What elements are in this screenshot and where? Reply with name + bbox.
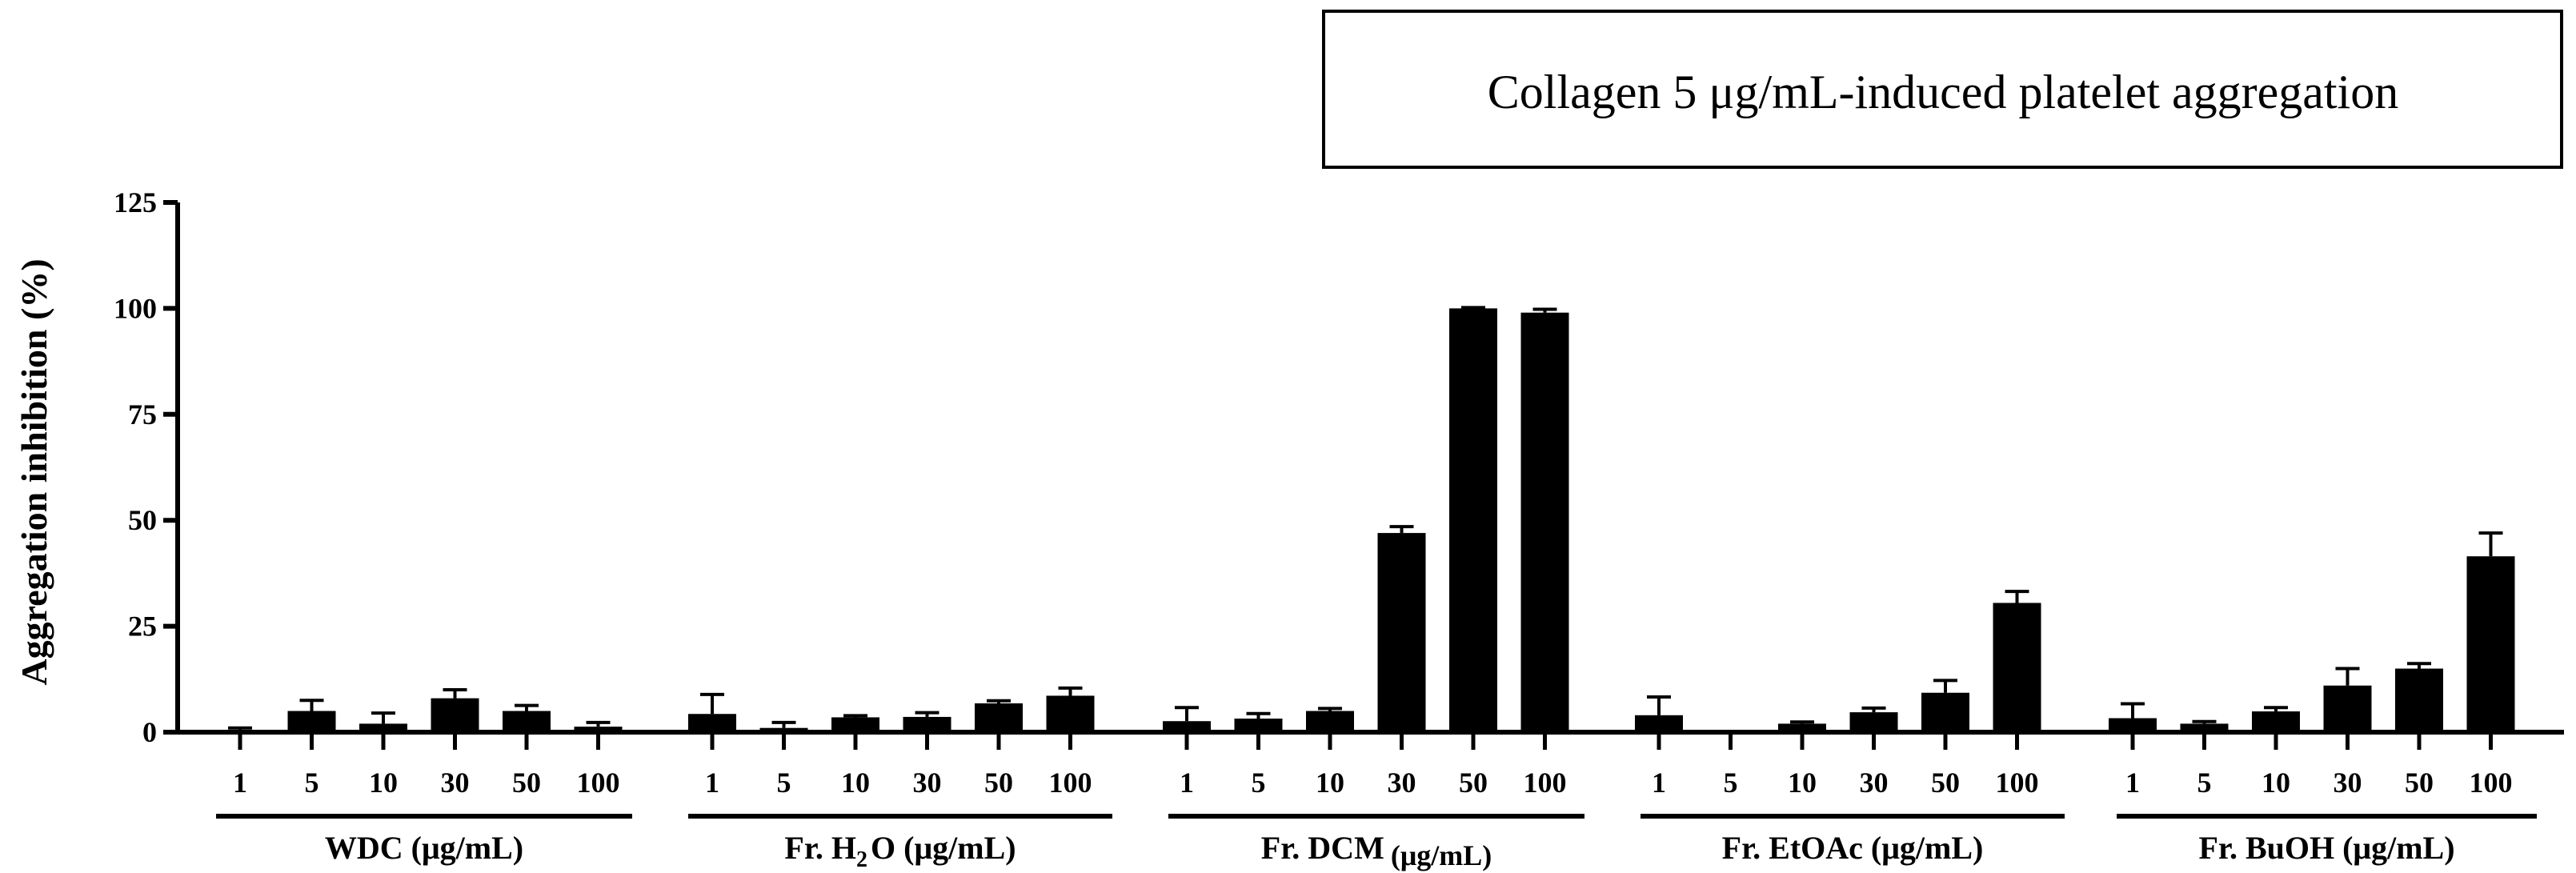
group-label-tail: O (μg/mL) — [871, 830, 1016, 866]
bar-group: 1 5 10 30 50 100 — [688, 686, 1095, 799]
bar — [2180, 723, 2229, 732]
group-label-main: Fr. H — [784, 830, 856, 866]
x-tick-label: 10 — [2262, 767, 2290, 799]
x-tick-label: 1 — [2125, 767, 2140, 799]
bar — [2109, 718, 2157, 732]
y-tick-label: 25 — [128, 611, 157, 643]
bar — [903, 716, 951, 732]
x-tick-label: 5 — [305, 767, 319, 799]
bar — [1993, 603, 2041, 732]
bar-group: 1 5 10 30 50 100 — [1163, 306, 1569, 799]
y-tick-label: 100 — [114, 292, 157, 324]
y-ticks: 0 25 50 75 100 125 — [114, 186, 178, 748]
x-tick-label: 1 — [1652, 767, 1666, 799]
title-frame — [1322, 10, 2563, 169]
bar — [831, 717, 879, 732]
y-tick-label: 75 — [128, 398, 157, 430]
group-label: Fr. EtOAc (μg/mL) — [1722, 830, 1984, 866]
x-tick-label: 10 — [1788, 767, 1817, 799]
x-tick-label: 30 — [1388, 767, 1416, 799]
x-tick-label: 10 — [841, 767, 870, 799]
x-tick-label: 30 — [913, 767, 942, 799]
bar — [431, 698, 479, 732]
x-tick-label: 100 — [1996, 767, 2039, 799]
group-label: WDC (μg/mL) — [325, 830, 523, 866]
bar — [1163, 721, 1211, 732]
x-tick-label: 100 — [1524, 767, 1567, 799]
x-tick-label: 5 — [2197, 767, 2212, 799]
chart-title: Collagen 5 μg/mL-induced platelet aggreg… — [1488, 66, 2398, 118]
group-label: Fr. H2 O (μg/mL) — [784, 830, 1016, 872]
bar — [359, 723, 407, 732]
bar — [2395, 668, 2443, 732]
bar-group: 1 5 10 30 50 100 — [1635, 590, 2041, 799]
group-label-subscript: 2 — [856, 847, 867, 872]
x-tick-label: 1 — [233, 767, 247, 799]
y-tick-label: 50 — [128, 504, 157, 536]
x-tick-label: 100 — [577, 767, 620, 799]
bar-group: 1 5 10 30 50 100 — [216, 688, 623, 799]
bar — [1234, 719, 1283, 732]
x-tick-label: 10 — [369, 767, 398, 799]
bar — [2323, 685, 2372, 732]
chart-title-box: Collagen 5 μg/mL-induced platelet aggreg… — [1322, 10, 2563, 169]
y-axis-title: Aggregation inhibition (%) — [14, 258, 54, 685]
x-tick-label: 50 — [984, 767, 1013, 799]
bar — [1306, 711, 1354, 732]
group-labels-layer: WDC (μg/mL) Fr. H2 O (μg/mL) Fr. DCM (μg/mL)… — [216, 814, 2537, 872]
bar — [1046, 695, 1095, 732]
x-tick-label: 50 — [512, 767, 541, 799]
group-label-main: WDC (μg/mL) — [325, 830, 523, 866]
bar — [1449, 308, 1497, 732]
x-tick-label: 100 — [1049, 767, 1092, 799]
bar — [1849, 712, 1898, 732]
bar — [759, 727, 808, 732]
x-tick-label: 50 — [2405, 767, 2434, 799]
x-tick-label: 30 — [2334, 767, 2362, 799]
bar — [1377, 533, 1426, 732]
group-label-main: Fr. DCM — [1261, 830, 1384, 866]
bar — [503, 711, 551, 732]
x-tick-label: 5 — [1252, 767, 1266, 799]
x-tick-label: 1 — [1180, 767, 1194, 799]
bar — [1520, 312, 1569, 732]
group-label-main: Fr. EtOAc (μg/mL) — [1722, 830, 1984, 866]
bar — [1921, 692, 1969, 732]
x-tick-label: 30 — [1860, 767, 1889, 799]
bar — [1778, 723, 1826, 732]
bar — [574, 727, 623, 732]
group-label-main: Fr. BuOH (μg/mL) — [2198, 830, 2454, 866]
bar-group: 1 5 10 30 50 100 — [2109, 531, 2515, 799]
bar — [975, 703, 1023, 732]
bar — [2252, 711, 2300, 732]
x-tick-label: 5 — [777, 767, 791, 799]
x-tick-label: 5 — [1724, 767, 1738, 799]
y-tick-label: 0 — [142, 716, 157, 748]
x-tick-label: 100 — [2470, 767, 2513, 799]
group-label: Fr. DCM (μg/mL) — [1261, 830, 1492, 871]
bar — [216, 731, 264, 732]
x-tick-label: 50 — [1931, 767, 1960, 799]
x-tick-label: 50 — [1459, 767, 1488, 799]
group-label-tail: (μg/mL) — [1391, 839, 1492, 871]
bars-layer: 1 5 10 30 50 100 1 5 10 30 50 100 1 5 10 30 50 100 1 5 10 30 5… — [216, 306, 2515, 799]
group-label: Fr. BuOH (μg/mL) — [2198, 830, 2454, 866]
bar — [287, 711, 336, 732]
bar — [1635, 715, 1683, 732]
x-tick-label: 1 — [705, 767, 719, 799]
bar — [2466, 556, 2515, 732]
bar — [688, 714, 736, 732]
x-tick-label: 10 — [1316, 767, 1344, 799]
y-tick-label: 125 — [114, 186, 157, 218]
x-tick-label: 30 — [441, 767, 470, 799]
